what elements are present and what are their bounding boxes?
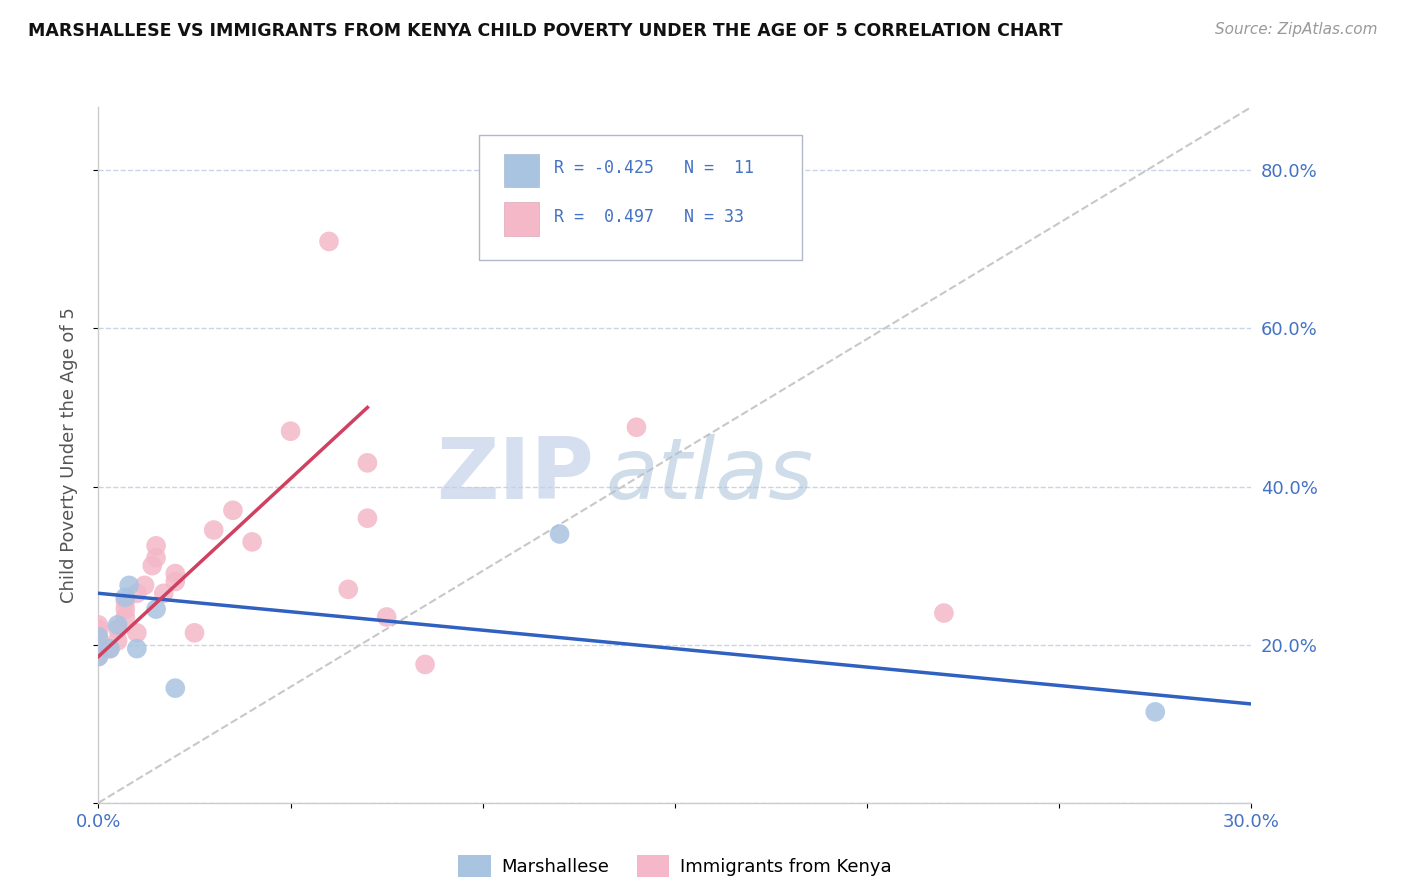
Text: MARSHALLESE VS IMMIGRANTS FROM KENYA CHILD POVERTY UNDER THE AGE OF 5 CORRELATIO: MARSHALLESE VS IMMIGRANTS FROM KENYA CHI…: [28, 22, 1063, 40]
Point: [114, 594, 136, 608]
FancyBboxPatch shape: [479, 135, 801, 260]
Bar: [505, 153, 538, 187]
Point: [152, 586, 174, 600]
Point: [87, 622, 110, 636]
Legend: Marshallese, Immigrants from Kenya: Marshallese, Immigrants from Kenya: [451, 847, 898, 884]
Point: [141, 558, 163, 573]
Point: [165, 574, 187, 589]
Point: [87, 630, 110, 644]
Point: [98, 641, 121, 656]
Point: [318, 235, 340, 249]
Text: atlas: atlas: [606, 434, 814, 517]
Point: [114, 610, 136, 624]
Point: [165, 681, 187, 695]
Point: [222, 503, 245, 517]
Point: [87, 641, 110, 656]
Point: [145, 602, 167, 616]
Point: [1144, 705, 1167, 719]
Text: ZIP: ZIP: [436, 434, 595, 517]
Point: [202, 523, 225, 537]
Point: [87, 630, 110, 644]
Point: [87, 649, 110, 664]
Text: Source: ZipAtlas.com: Source: ZipAtlas.com: [1215, 22, 1378, 37]
Point: [118, 578, 141, 592]
Point: [125, 586, 148, 600]
Point: [548, 527, 571, 541]
Point: [145, 550, 167, 565]
Point: [356, 456, 378, 470]
Point: [356, 511, 378, 525]
Point: [125, 641, 148, 656]
Point: [183, 625, 205, 640]
Point: [114, 602, 136, 616]
Point: [337, 582, 360, 597]
Point: [87, 618, 110, 632]
Y-axis label: Child Poverty Under the Age of 5: Child Poverty Under the Age of 5: [59, 307, 77, 603]
Point: [375, 610, 398, 624]
Point: [165, 566, 187, 581]
Point: [626, 420, 648, 434]
Point: [87, 649, 110, 664]
Point: [145, 539, 167, 553]
Point: [125, 625, 148, 640]
Point: [240, 534, 263, 549]
Text: R =  0.497   N = 33: R = 0.497 N = 33: [554, 208, 744, 226]
Bar: [505, 202, 538, 235]
Text: R = -0.425   N =  11: R = -0.425 N = 11: [554, 160, 754, 178]
Point: [932, 606, 955, 620]
Point: [413, 657, 436, 672]
Point: [114, 591, 136, 605]
Point: [107, 622, 129, 636]
Point: [107, 618, 129, 632]
Point: [98, 641, 121, 656]
Point: [107, 633, 129, 648]
Point: [280, 424, 302, 438]
Point: [134, 578, 156, 592]
